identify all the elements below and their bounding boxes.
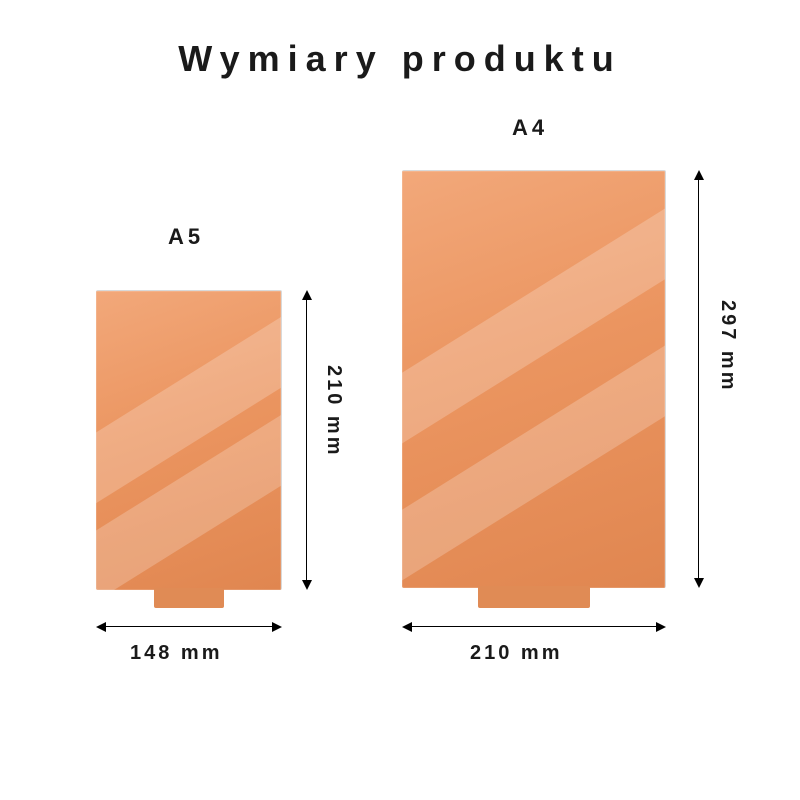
a4-width-dim: 210 mm [470,642,563,665]
a5-width-arrow-line [106,626,272,627]
a5-height-arrow-bottom [302,580,312,590]
a5-height-arrow-line [306,300,307,580]
a4-width-arrow-line [412,626,656,627]
a5-width-dim: 148 mm [130,642,223,665]
page: Wymiary produktu A5 210 mm 148 mm A4 297… [0,0,800,800]
a5-panel [96,290,282,590]
a5-height-arrow-top [302,290,312,300]
a4-label: A4 [512,115,548,141]
a4-height-arrow-bottom [694,578,704,588]
a5-width-arrow-left [96,622,106,632]
a4-width-arrow-right [656,622,666,632]
a5-label: A5 [168,224,204,250]
a4-height-dim: 297 mm [716,300,739,393]
a5-width-arrow-right [272,622,282,632]
a4-height-arrow-top [694,170,704,180]
a4-panel [402,170,666,588]
a5-height-dim: 210 mm [322,365,345,458]
a4-width-arrow-left [402,622,412,632]
a4-stand [478,586,590,608]
page-title: Wymiary produktu [0,38,800,80]
a5-stand [154,588,224,608]
a4-height-arrow-line [698,180,699,578]
